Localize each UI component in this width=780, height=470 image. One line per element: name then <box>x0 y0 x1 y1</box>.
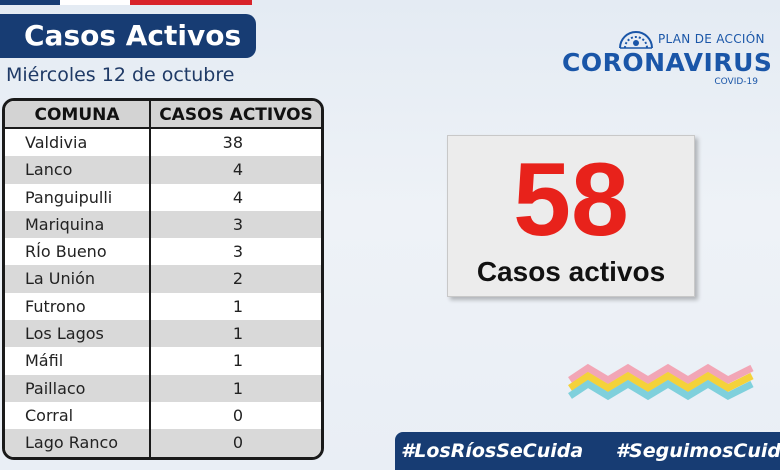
logo-covid-text: COVID-19 <box>714 77 758 87</box>
table-header: COMUNA CASOS ACTIVOS <box>5 101 321 129</box>
casos-cell: 1 <box>232 378 243 398</box>
comuna-cell: Futrono <box>5 292 151 321</box>
table-row: Lanco 4 <box>5 156 321 184</box>
column-header-casos: CASOS ACTIVOS <box>159 105 313 125</box>
casos-cell: 4 <box>232 160 243 180</box>
comuna-cell: Corral <box>5 401 151 430</box>
hashtag-banner: #LosRíosSeCuida #SeguimosCuidándonos <box>395 432 780 470</box>
comuna-cell: Mariquina <box>5 210 151 239</box>
casos-cell: 0 <box>232 433 243 453</box>
table-row: Panguipulli 4 <box>5 183 321 211</box>
cases-table: COMUNA CASOS ACTIVOS Valdivia 38 Lanco 4 P… <box>2 98 324 460</box>
casos-cell: 3 <box>232 242 243 262</box>
logo-plan-text: PLAN DE ACCIÓN <box>658 32 765 46</box>
casos-cell: 38 <box>222 133 243 152</box>
table-row: Lago Ranco 0 <box>5 429 321 457</box>
casos-cell: 1 <box>232 324 243 344</box>
total-active-cases-label: Casos activos <box>476 256 666 287</box>
table-row: Mariquina 3 <box>5 210 321 239</box>
comuna-cell: Lanco <box>5 156 151 184</box>
casos-cell: 1 <box>232 296 243 316</box>
comuna-cell: Paillaco <box>5 374 151 402</box>
date-subtitle: Miércoles 12 de octubre <box>6 64 235 86</box>
table-row: Corral 0 <box>5 401 321 430</box>
page-title: Casos Activos <box>0 14 256 58</box>
total-active-cases-number: 58 <box>513 142 629 258</box>
hashtag-los-rios: #LosRíosSeCuida <box>401 440 584 462</box>
comuna-cell: Los Lagos <box>5 320 151 348</box>
plan-de-accion-logo: PLAN DE ACCIÓN CORONAVIRUS COVID-19 <box>562 26 772 92</box>
comuna-cell: Máfil <box>5 347 151 375</box>
total-active-cases-card: 58 Casos activos <box>447 135 695 297</box>
casos-cell: 4 <box>232 187 243 207</box>
table-row: Los Lagos 1 <box>5 320 321 348</box>
comuna-cell: La Unión <box>5 265 151 293</box>
comuna-cell: RÍo Bueno <box>5 238 151 266</box>
table-row: Valdivia 38 <box>5 129 321 157</box>
government-seal-icon <box>619 31 653 49</box>
flag-strip <box>0 0 252 5</box>
table-row: Paillaco 1 <box>5 374 321 402</box>
casos-cell: 3 <box>232 214 243 234</box>
wave-ribbon-icon <box>568 363 754 401</box>
hashtag-seguimos: #SeguimosCuidándonos <box>615 440 780 462</box>
table-body: Valdivia 38 Lanco 4 Panguipulli 4 Mariquina… <box>5 129 321 457</box>
table-row: RÍo Bueno 3 <box>5 238 321 266</box>
casos-cell: 1 <box>232 351 243 371</box>
logo-coronavirus-text: CORONAVIRUS <box>562 48 773 77</box>
table-row: Máfil 1 <box>5 347 321 375</box>
comuna-cell: Valdivia <box>5 129 151 157</box>
casos-cell: 0 <box>232 405 243 425</box>
table-row: La Unión 2 <box>5 265 321 293</box>
comuna-cell: Panguipulli <box>5 183 151 211</box>
casos-cell: 2 <box>232 269 243 289</box>
column-header-comuna: COMUNA <box>5 101 151 127</box>
table-row: Futrono 1 <box>5 292 321 321</box>
comuna-cell: Lago Ranco <box>5 429 151 457</box>
